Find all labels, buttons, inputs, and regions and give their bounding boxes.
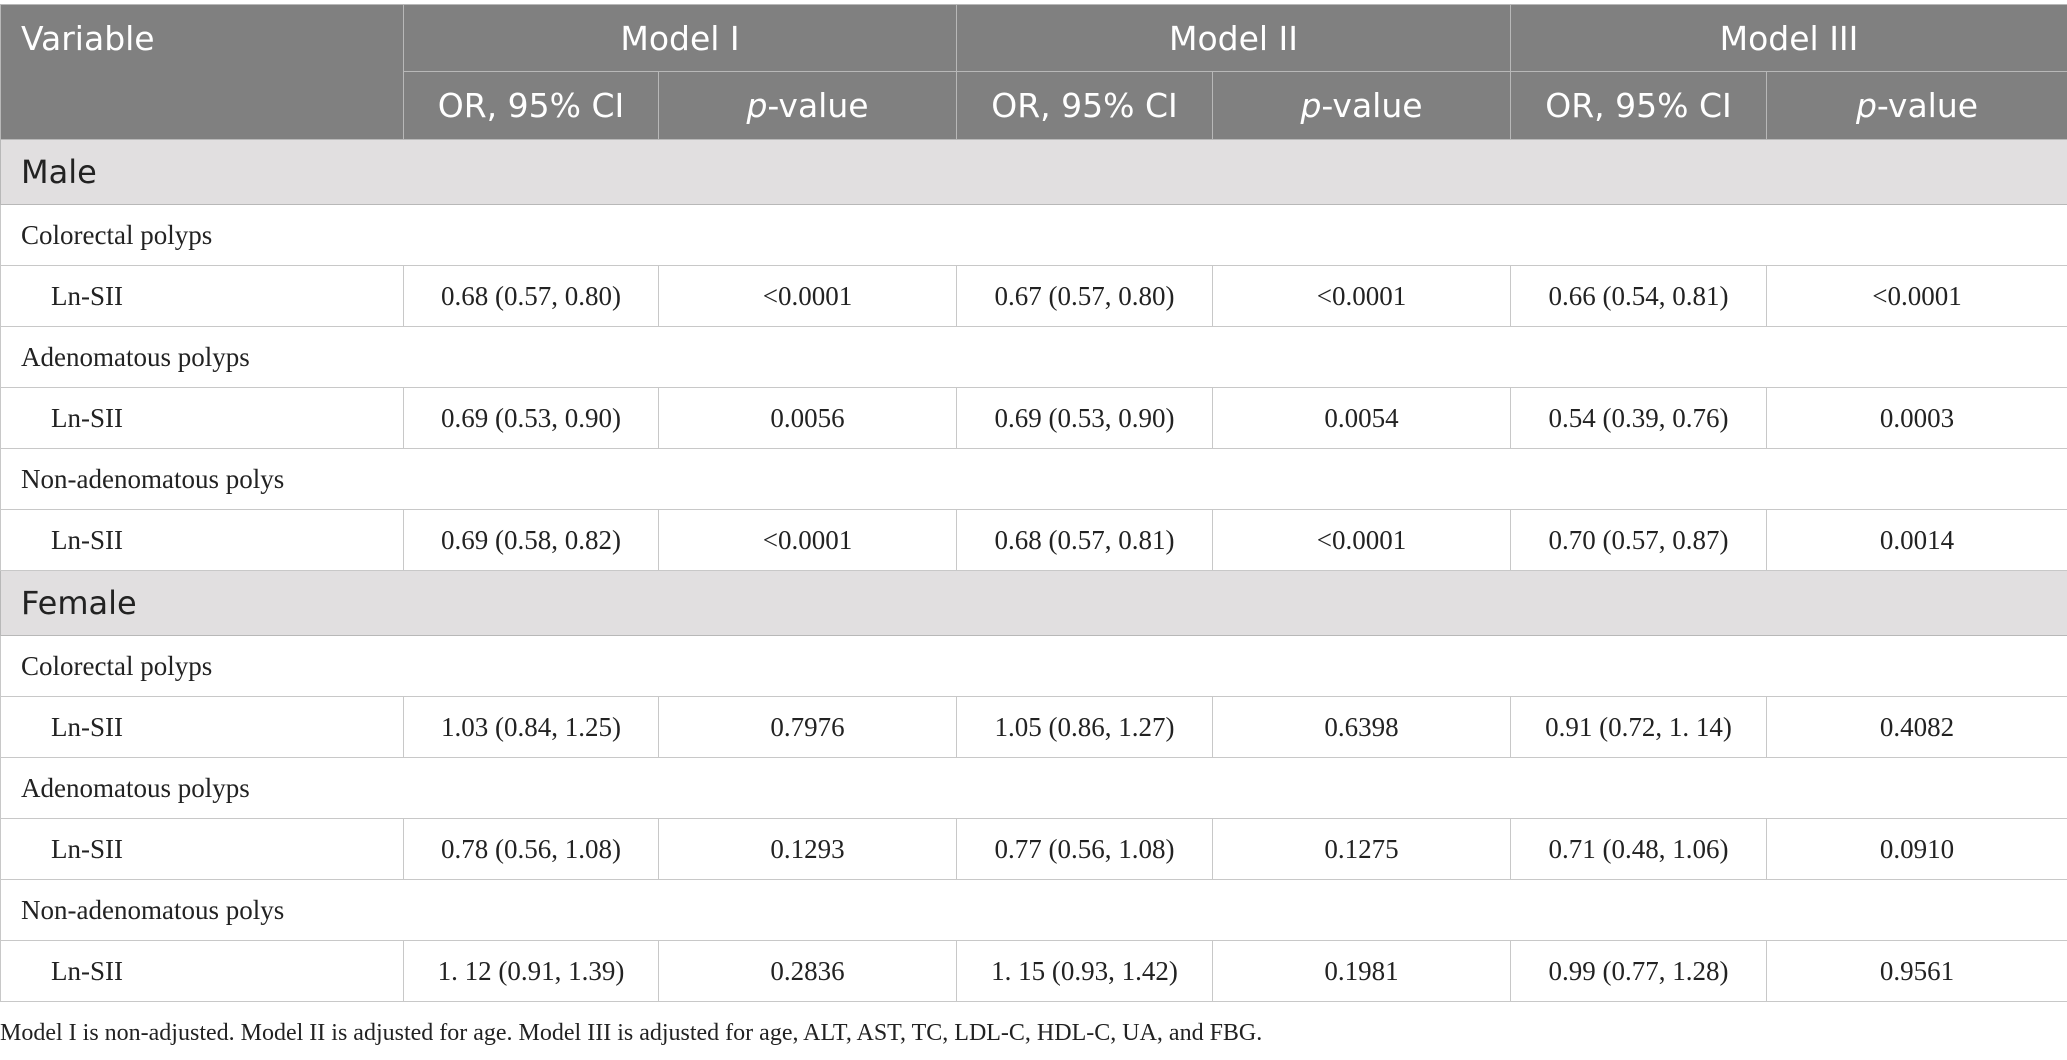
cell-or-model3: 0.70 (0.57, 0.87) (1510, 509, 1768, 571)
table-row: Ln-SII 1. 12 (0.91, 1.39) 0.2836 1. 15 (… (0, 940, 2067, 1002)
variable-header: Variable (0, 4, 404, 140)
table-row: Ln-SII 1.03 (0.84, 1.25) 0.7976 1.05 (0.… (0, 696, 2067, 758)
section-title-female: Female (0, 570, 2067, 636)
table-row: Ln-SII 0.68 (0.57, 0.80) <0.0001 0.67 (0… (0, 265, 2067, 327)
cell-or-model1: 1.03 (0.84, 1.25) (403, 696, 659, 758)
group-label: Colorectal polyps (0, 204, 2067, 266)
cell-p-model1: 0.2836 (658, 940, 957, 1002)
row-label: Ln-SII (0, 265, 404, 327)
p-value-header: p-value (1211, 71, 1512, 140)
table-footnote: Model I is non-adjusted. Model II is adj… (0, 1020, 1263, 1046)
cell-or-model2: 0.69 (0.53, 0.90) (956, 387, 1213, 449)
cell-p-model2: 0.1981 (1211, 940, 1512, 1002)
group-row: Adenomatous polyps (0, 757, 2067, 819)
table-body: Male Colorectal polyps Ln-SII 0.68 (0.57… (0, 139, 2067, 1002)
group-row: Non-adenomatous polys (0, 448, 2067, 510)
section-title-male: Male (0, 139, 2067, 205)
cell-p-model3: 0.0003 (1766, 387, 2067, 449)
p-italic: p (1300, 86, 1322, 125)
group-label: Colorectal polyps (0, 635, 2067, 697)
cell-or-model1: 0.69 (0.53, 0.90) (403, 387, 659, 449)
group-label: Non-adenomatous polys (0, 448, 2067, 510)
group-row: Colorectal polyps (0, 635, 2067, 697)
p-suffix: -value (1876, 86, 1979, 125)
cell-p-model3: 0.0910 (1766, 818, 2067, 880)
model-2-header: Model II (955, 4, 1512, 72)
p-italic: p (746, 86, 768, 125)
cell-p-model2: 0.1275 (1211, 818, 1512, 880)
row-label: Ln-SII (0, 387, 404, 449)
cell-or-model1: 0.69 (0.58, 0.82) (403, 509, 659, 571)
cell-or-model3: 0.91 (0.72, 1. 14) (1510, 696, 1768, 758)
cell-p-model2: <0.0001 (1211, 509, 1512, 571)
section-row: Female (0, 570, 2067, 636)
cell-p-model1: 0.7976 (658, 696, 957, 758)
cell-p-model3: <0.0001 (1766, 265, 2067, 327)
cell-p-model3: 0.9561 (1766, 940, 2067, 1002)
p-suffix: -value (767, 86, 869, 125)
model-3-header: Model III (1510, 4, 2067, 72)
cell-p-model3: 0.0014 (1766, 509, 2067, 571)
or-ci-header: OR, 95% CI (1510, 71, 1768, 140)
group-row: Colorectal polyps (0, 204, 2067, 266)
p-value-header: p-value (658, 71, 957, 140)
section-row: Male (0, 139, 2067, 205)
or-ci-header: OR, 95% CI (403, 71, 659, 140)
cell-or-model2: 1.05 (0.86, 1.27) (956, 696, 1213, 758)
group-row: Adenomatous polyps (0, 326, 2067, 388)
cell-p-model1: 0.1293 (658, 818, 957, 880)
p-value-header: p-value (1766, 71, 2067, 140)
p-suffix: -value (1321, 86, 1423, 125)
model-1-header: Model I (403, 4, 957, 72)
cell-or-model3: 0.71 (0.48, 1.06) (1510, 818, 1768, 880)
cell-p-model2: <0.0001 (1211, 265, 1512, 327)
cell-p-model2: 0.6398 (1211, 696, 1512, 758)
cell-or-model2: 0.68 (0.57, 0.81) (956, 509, 1213, 571)
p-italic: p (1855, 86, 1877, 125)
or-ci-header: OR, 95% CI (956, 71, 1213, 140)
results-table-container: Variable Model I Model II Model III OR, … (0, 4, 2067, 1002)
cell-or-model3: 0.66 (0.54, 0.81) (1510, 265, 1768, 327)
cell-or-model1: 0.78 (0.56, 1.08) (403, 818, 659, 880)
row-label: Ln-SII (0, 940, 404, 1002)
row-label: Ln-SII (0, 509, 404, 571)
cell-or-model2: 0.67 (0.57, 0.80) (956, 265, 1213, 327)
results-table: Variable Model I Model II Model III OR, … (0, 4, 2067, 1002)
group-label: Non-adenomatous polys (0, 879, 2067, 941)
cell-or-model2: 1. 15 (0.93, 1.42) (956, 940, 1213, 1002)
cell-p-model1: 0.0056 (658, 387, 957, 449)
group-label: Adenomatous polyps (0, 757, 2067, 819)
cell-p-model1: <0.0001 (658, 509, 957, 571)
table-header: Variable Model I Model II Model III OR, … (0, 4, 2067, 140)
cell-or-model2: 0.77 (0.56, 1.08) (956, 818, 1213, 880)
table-row: Ln-SII 0.69 (0.58, 0.82) <0.0001 0.68 (0… (0, 509, 2067, 571)
group-row: Non-adenomatous polys (0, 879, 2067, 941)
row-label: Ln-SII (0, 818, 404, 880)
cell-p-model2: 0.0054 (1211, 387, 1512, 449)
table-row: Ln-SII 0.78 (0.56, 1.08) 0.1293 0.77 (0.… (0, 818, 2067, 880)
cell-p-model1: <0.0001 (658, 265, 957, 327)
table-row: Ln-SII 0.69 (0.53, 0.90) 0.0056 0.69 (0.… (0, 387, 2067, 449)
row-label: Ln-SII (0, 696, 404, 758)
group-label: Adenomatous polyps (0, 326, 2067, 388)
cell-or-model3: 0.54 (0.39, 0.76) (1510, 387, 1768, 449)
cell-or-model1: 0.68 (0.57, 0.80) (403, 265, 659, 327)
cell-or-model1: 1. 12 (0.91, 1.39) (403, 940, 659, 1002)
cell-p-model3: 0.4082 (1766, 696, 2067, 758)
cell-or-model3: 0.99 (0.77, 1.28) (1510, 940, 1768, 1002)
